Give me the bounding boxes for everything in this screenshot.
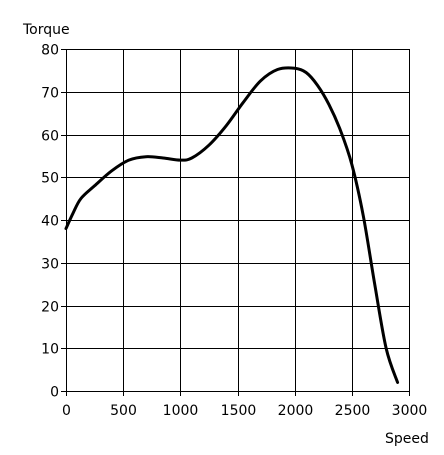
- grid: [66, 49, 410, 391]
- tick-labels: 0 10 20 30 40 50 60 70 80 0 500 1000 1500 2000 2500 300…: [41, 43, 427, 420]
- x-tick-label: 0: [62, 403, 71, 419]
- x-tick-label: 500: [110, 403, 137, 419]
- x-tick-label: 3000: [392, 403, 428, 419]
- series-layer: [64, 66, 400, 384]
- x-axis-label: Speed: [385, 431, 429, 447]
- y-tick-label: 40: [41, 214, 59, 230]
- y-axis-label: Torque: [22, 22, 70, 38]
- x-tick-label: 2500: [335, 403, 371, 419]
- y-tick-label: 70: [41, 86, 59, 102]
- y-tick-label: 0: [50, 385, 59, 401]
- y-tick-label: 20: [41, 300, 59, 316]
- x-tick-label: 2000: [278, 403, 314, 419]
- y-tick-label: 50: [41, 171, 59, 187]
- x-tick-label: 1000: [163, 403, 199, 419]
- y-tick-label: 10: [41, 342, 59, 358]
- x-tick-label: 1500: [221, 403, 257, 419]
- torque-curve: [64, 66, 400, 384]
- axes: [61, 49, 410, 396]
- y-tick-label: 30: [41, 257, 59, 273]
- y-tick-label: 60: [41, 129, 59, 145]
- y-tick-label: 80: [41, 43, 59, 59]
